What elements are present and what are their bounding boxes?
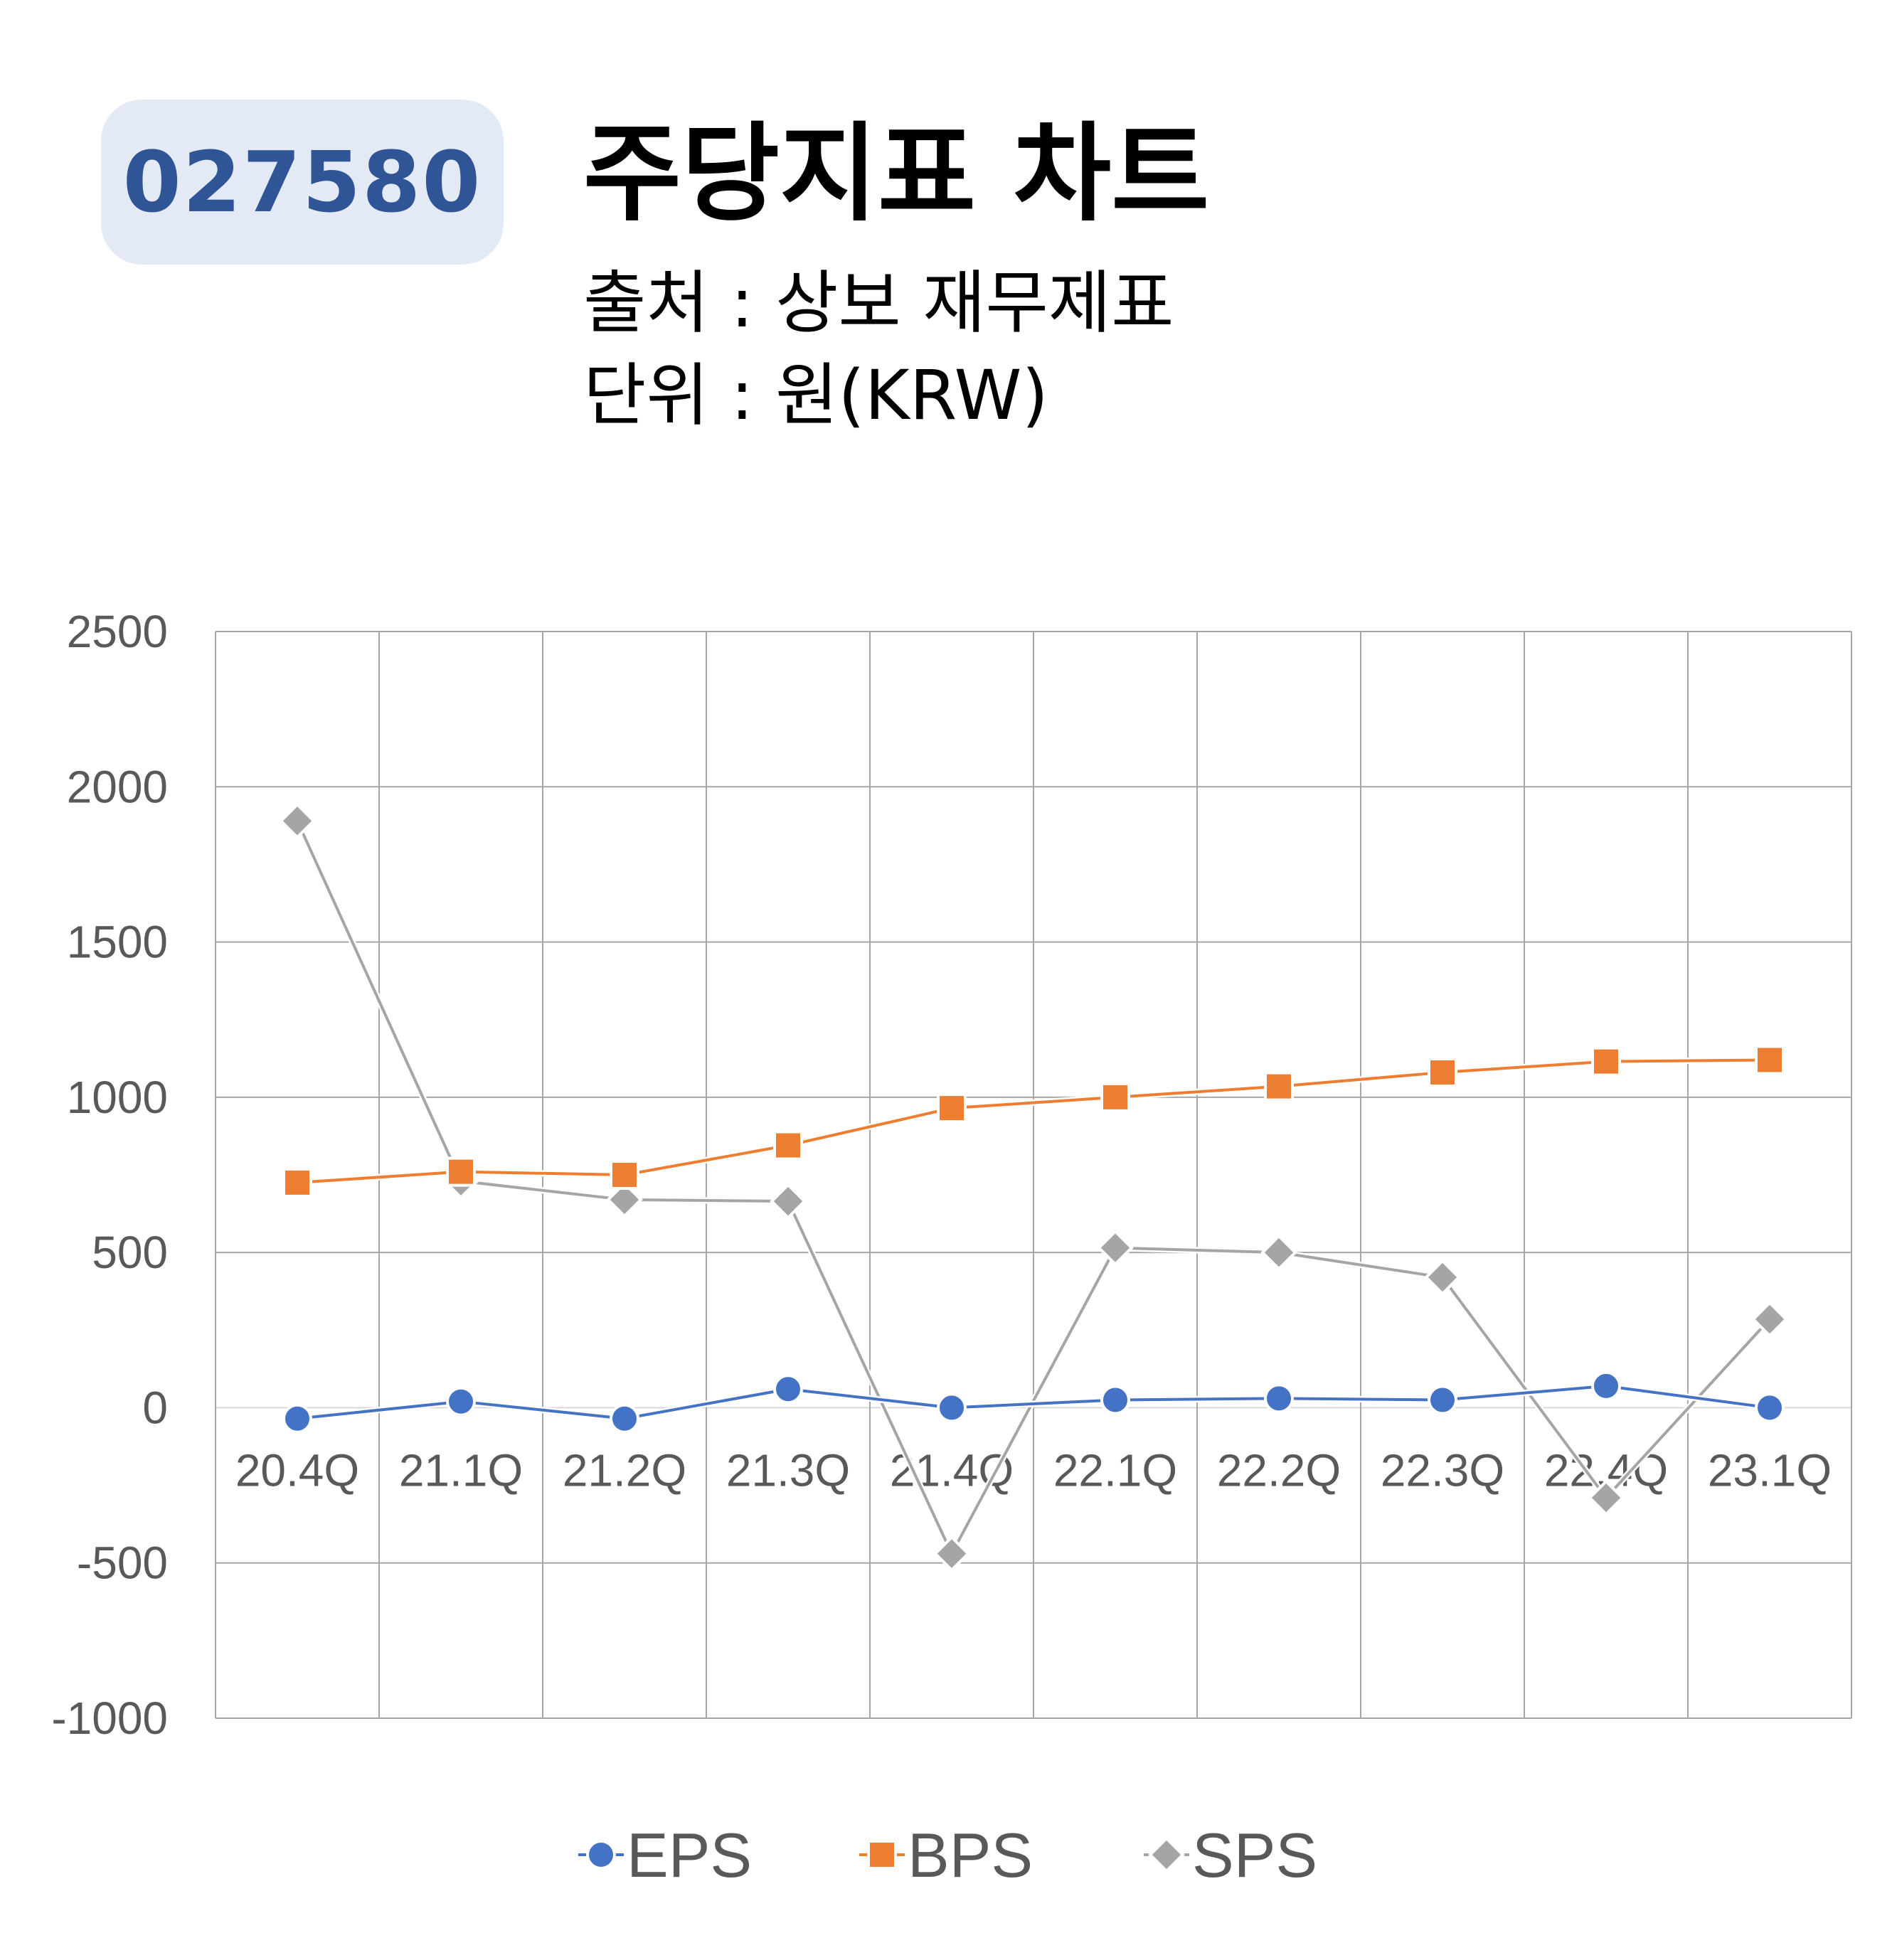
series-eps: [282, 1370, 1785, 1434]
per-share-line-chart: 2500 2000 1500 1000 500 0 -500 -1000 20.4Q 21.1Q…: [51, 606, 1852, 1890]
y-tick-label: -500: [77, 1538, 168, 1589]
legend-marker-eps: [586, 1840, 616, 1870]
bps-point: [773, 1130, 803, 1161]
series-bps: [282, 1045, 1785, 1198]
bps-point: [610, 1160, 639, 1190]
unit-label: 단위 : 원(KRW): [583, 356, 1048, 435]
sps-point: [1751, 1301, 1788, 1338]
legend-item-bps: BPS: [859, 1820, 1033, 1890]
y-tick-label: 1500: [67, 917, 168, 968]
sps-point: [770, 1183, 807, 1220]
legend-marker-sps: [1148, 1836, 1185, 1873]
chart-title: 주당지표 차트: [583, 112, 1210, 236]
y-tick-label: 2500: [67, 606, 168, 657]
y-axis-ticks: 2500 2000 1500 1000 500 0 -500 -1000: [51, 606, 168, 1744]
eps-point: [1591, 1370, 1621, 1401]
bps-line: [297, 1058, 1770, 1184]
x-tick-label: 21.3Q: [726, 1444, 850, 1496]
bps-point: [1755, 1045, 1785, 1075]
sps-point: [279, 802, 316, 840]
x-tick-label: 21.1Q: [399, 1444, 523, 1496]
sps-point: [606, 1181, 643, 1218]
bps-point: [282, 1167, 312, 1198]
y-tick-label: 500: [92, 1227, 168, 1278]
eps-point: [1428, 1385, 1457, 1415]
legend-marker-bps: [867, 1840, 897, 1870]
x-tick-label: 21.2Q: [563, 1444, 686, 1496]
grid-layer: [215, 631, 1852, 1719]
sps-point: [1260, 1234, 1297, 1271]
stock-code: 027580: [122, 133, 482, 231]
bps-point: [1264, 1071, 1294, 1102]
legend-item-sps: SPS: [1144, 1820, 1317, 1890]
y-tick-label: -1000: [51, 1693, 168, 1744]
bps-point: [1100, 1082, 1130, 1112]
eps-point: [1100, 1385, 1130, 1415]
sps-point: [933, 1535, 970, 1572]
sps-point: [1097, 1229, 1134, 1267]
sps-point: [1424, 1259, 1461, 1296]
legend-label-bps: BPS: [908, 1820, 1033, 1890]
stock-code-badge: 027580: [101, 100, 504, 265]
bps-point: [937, 1093, 967, 1124]
eps-point: [773, 1374, 803, 1405]
eps-point: [282, 1403, 312, 1434]
source-label: 출처 : 상보 재무제표: [583, 263, 1174, 343]
legend-label-eps: EPS: [627, 1820, 752, 1890]
eps-point: [610, 1403, 639, 1434]
x-tick-label: 20.4Q: [235, 1444, 359, 1496]
x-tick-label: 22.1Q: [1053, 1444, 1177, 1496]
y-tick-label: 0: [142, 1382, 168, 1433]
legend-item-eps: EPS: [578, 1820, 752, 1890]
y-tick-label: 2000: [67, 761, 168, 812]
bps-point: [446, 1156, 476, 1187]
eps-line: [297, 1384, 1770, 1420]
bps-point: [1428, 1057, 1457, 1087]
x-tick-label: 23.1Q: [1708, 1444, 1832, 1496]
x-tick-label: 22.3Q: [1381, 1444, 1504, 1496]
legend-label-sps: SPS: [1192, 1820, 1317, 1890]
eps-point: [937, 1392, 967, 1423]
bps-point: [1591, 1046, 1621, 1077]
sps-point: [1588, 1479, 1625, 1516]
series-layer: [279, 802, 1788, 1572]
y-tick-label: 1000: [67, 1072, 168, 1123]
eps-point: [446, 1386, 476, 1417]
eps-point: [1755, 1392, 1785, 1423]
x-tick-label: 22.2Q: [1217, 1444, 1341, 1496]
legend: EPS BPS SPS: [578, 1820, 1317, 1890]
eps-point: [1264, 1383, 1294, 1414]
